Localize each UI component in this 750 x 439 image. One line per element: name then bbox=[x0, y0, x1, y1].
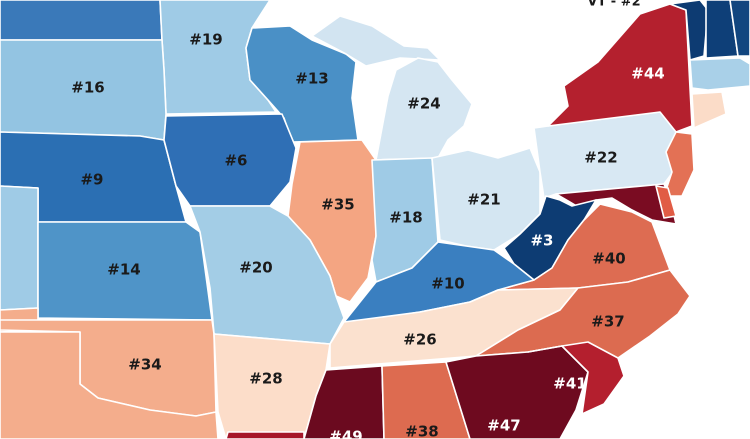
label-mississippi: #49 bbox=[329, 428, 362, 439]
state-vermont[interactable] bbox=[669, 0, 709, 61]
state-michigan[interactable] bbox=[375, 57, 473, 161]
label-michigan: #24 bbox=[407, 95, 440, 113]
state-louisiana[interactable] bbox=[225, 431, 305, 439]
state-south-carolina[interactable] bbox=[527, 341, 625, 415]
rank-labels: #19 #16 #13 #24 #44 #9 #6 #35 #18 #21 #2… bbox=[71, 0, 664, 439]
label-iowa: #6 bbox=[224, 152, 247, 170]
state-maine[interactable] bbox=[729, 0, 750, 57]
state-missouri[interactable] bbox=[189, 205, 345, 345]
label-missouri: #20 bbox=[239, 259, 272, 277]
label-vermont-callout: VT - #2 bbox=[587, 0, 640, 10]
label-arkansas: #28 bbox=[249, 370, 282, 388]
label-pennsylvania: #22 bbox=[584, 149, 617, 167]
state-north-dakota[interactable] bbox=[0, 0, 163, 41]
label-nebraska: #9 bbox=[80, 171, 103, 189]
state-illinois[interactable] bbox=[287, 139, 377, 303]
label-south-dakota: #16 bbox=[71, 79, 104, 97]
label-ohio: #21 bbox=[467, 191, 500, 209]
label-minnesota: #19 bbox=[189, 31, 222, 49]
state-colorado[interactable] bbox=[0, 185, 39, 311]
label-alabama: #38 bbox=[405, 423, 438, 439]
label-south-carolina: #41 bbox=[553, 375, 586, 393]
state-new-jersey[interactable] bbox=[663, 131, 695, 197]
label-new-york: #44 bbox=[631, 65, 664, 83]
state-connecticut[interactable] bbox=[691, 91, 727, 129]
label-georgia: #47 bbox=[487, 417, 520, 435]
state-kansas[interactable] bbox=[37, 221, 213, 321]
label-wisconsin: #13 bbox=[295, 70, 328, 88]
label-west-virginia: #3 bbox=[530, 232, 553, 250]
label-virginia: #40 bbox=[592, 250, 625, 268]
state-delaware[interactable] bbox=[655, 185, 677, 219]
label-indiana: #18 bbox=[389, 209, 422, 227]
state-texas-lower[interactable] bbox=[0, 331, 219, 439]
state-alabama[interactable] bbox=[381, 361, 471, 439]
label-illinois: #35 bbox=[321, 196, 354, 214]
label-north-carolina: #37 bbox=[591, 313, 624, 331]
label-oklahoma: #34 bbox=[128, 356, 161, 374]
label-kentucky: #10 bbox=[431, 275, 464, 293]
label-tennessee: #26 bbox=[403, 331, 436, 349]
state-massachusetts[interactable] bbox=[689, 57, 750, 91]
label-kansas: #14 bbox=[107, 261, 140, 279]
state-michigan-upper[interactable] bbox=[311, 15, 441, 67]
